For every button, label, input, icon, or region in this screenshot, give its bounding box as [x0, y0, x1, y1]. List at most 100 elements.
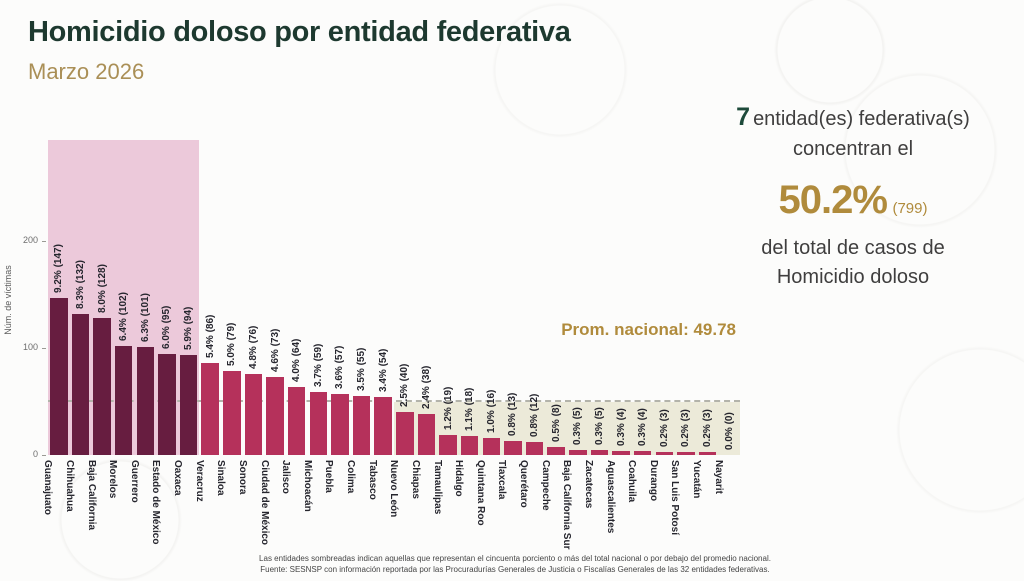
x-axis-label: Zacatecas — [582, 460, 594, 509]
bar — [179, 354, 198, 455]
bar — [504, 441, 522, 455]
bar — [266, 377, 284, 455]
bar — [612, 450, 630, 455]
x-axis-label: San Luis Potosí — [669, 460, 681, 536]
x-axis-label: Nayarit — [712, 460, 724, 494]
bar — [417, 414, 436, 455]
bar-value-label: 2.5% (40) — [399, 363, 411, 408]
bar-value-label: 0.2% (3) — [702, 409, 714, 447]
bar-value-label: 0.2% (3) — [658, 409, 670, 447]
bar-value-label: 3.6% (57) — [334, 345, 346, 390]
bar-value-label: 0.3% (4) — [637, 407, 649, 446]
bar-value-label: 3.7% (59) — [312, 343, 324, 387]
bar-chart: Núm. de víctimas 0 100 200 Prom. nacional:… — [0, 140, 740, 549]
x-axis-label: Ciudad de México — [258, 460, 270, 546]
bar-value-label: 4.0% (64) — [291, 338, 303, 382]
y-tick-label: 100 — [22, 342, 38, 353]
x-axis-label: Veracruz — [193, 460, 205, 502]
x-axis-label: Quintana Roo — [474, 460, 486, 526]
bar-value-label: 8.0% (128) — [96, 264, 108, 314]
summary-line-entities: 7 entidad(es) federativa(s) — [686, 99, 1020, 135]
x-axis-label: Chihuahua — [63, 460, 75, 512]
bar — [287, 386, 306, 455]
bar — [439, 434, 457, 455]
bar-value-label: 6.3% (101) — [139, 293, 151, 343]
bar — [50, 298, 68, 455]
bar — [569, 449, 587, 455]
bar-value-label: 6.4% (102) — [118, 292, 130, 342]
summary-entity-text: entidad(es) federativa(s) — [753, 108, 970, 130]
x-axis-label: Tlaxcala — [496, 460, 508, 500]
x-axis-labels: Guanajuato Chihuahua Baja California Morelo… — [42, 455, 740, 565]
x-axis-label: Aguascalientes — [604, 460, 616, 534]
x-axis-label: Jalisco — [280, 460, 292, 494]
bar-value-label: 5.4% (86) — [204, 314, 216, 359]
page-subtitle: Marzo 2026 — [28, 59, 145, 84]
plot-area: Prom. nacional: 49.78 9.2% (147) 8.3% (13… — [48, 140, 740, 455]
y-tick-mark — [42, 348, 46, 350]
summary-percent-cases: (799) — [892, 200, 928, 218]
bar-value-label: 5.9% (94) — [183, 306, 195, 350]
x-axis-label: Guerrero — [128, 460, 140, 503]
bar-value-label: 0.0% (0) — [723, 412, 735, 450]
bar-value-label: 8.3% (132) — [74, 260, 86, 310]
x-axis-label: Yucatán — [691, 460, 703, 499]
bar-value-label: 1.1% (18) — [464, 387, 476, 431]
bar-value-label: 3.4% (54) — [377, 348, 389, 393]
bar — [460, 435, 479, 455]
summary-entity-count: 7 — [736, 103, 751, 131]
x-axis-label: Puebla — [323, 460, 335, 493]
summary-line-total: del total de casos de — [761, 237, 945, 260]
x-axis-label: Hidalgo — [453, 460, 465, 497]
x-axis-label: Morelos — [107, 460, 119, 499]
x-axis-label: Sinaloa — [215, 460, 227, 496]
x-axis-label: Chiapas — [409, 460, 421, 499]
national-average-line — [48, 399, 740, 402]
bar-value-label: 0.5% (8) — [550, 403, 562, 442]
bar-value-label: 4.6% (73) — [269, 328, 281, 373]
x-axis-label: Guanajuato — [42, 460, 54, 516]
bar — [244, 373, 263, 455]
page-title: Homicidio doloso por entidad federativa — [28, 16, 571, 48]
x-axis-label: Baja California Sur — [561, 460, 573, 550]
y-axis: 0 100 200 — [0, 140, 48, 459]
bar-value-label: 5.0% (79) — [226, 322, 238, 366]
bar-value-label: 6.0% (95) — [161, 305, 173, 349]
bar-value-label: 0.8% (12) — [529, 393, 541, 438]
summary-percent-value: 50.2% — [778, 178, 887, 223]
bar — [590, 449, 609, 455]
summary-line-percent: 50.2% (799) — [686, 171, 1020, 229]
summary-panel: 7 entidad(es) federativa(s) concentran el… — [686, 99, 1020, 292]
bar-value-label: 1.0% (16) — [485, 389, 497, 433]
bar — [374, 397, 392, 455]
bar — [482, 437, 501, 455]
bar — [633, 450, 652, 455]
bar — [547, 446, 565, 455]
x-axis-label: Baja California — [85, 460, 97, 531]
bar — [698, 451, 717, 455]
bar-value-label: 0.3% (4) — [615, 407, 627, 446]
footnote-source: Fuente: SESNSP con información reportada… — [260, 565, 770, 575]
bar-value-label: 4.8% (76) — [247, 325, 259, 369]
x-axis-label: Campeche — [539, 460, 551, 511]
bar — [114, 346, 133, 455]
bar — [223, 370, 241, 455]
national-average-label: Prom. nacional: 49.78 — [561, 320, 736, 339]
bar — [331, 394, 349, 455]
y-tick-mark — [42, 455, 46, 456]
bar-value-label: 2.4% (38) — [420, 366, 432, 410]
summary-line-concentran: concentran el — [792, 138, 914, 161]
x-axis-label: Tabasco — [366, 460, 378, 500]
y-tick-mark — [42, 241, 46, 243]
bar-value-label: 0.2% (3) — [680, 409, 692, 447]
bar — [352, 396, 371, 455]
footnote: Las entidades sombreadas indican aquella… — [228, 553, 802, 575]
bar-value-label: 3.5% (55) — [356, 347, 368, 392]
bar — [655, 451, 674, 455]
bar — [525, 442, 544, 455]
y-tick-label: 0 — [32, 449, 38, 459]
bar — [93, 318, 111, 455]
bar — [158, 353, 176, 455]
bar — [396, 412, 414, 455]
